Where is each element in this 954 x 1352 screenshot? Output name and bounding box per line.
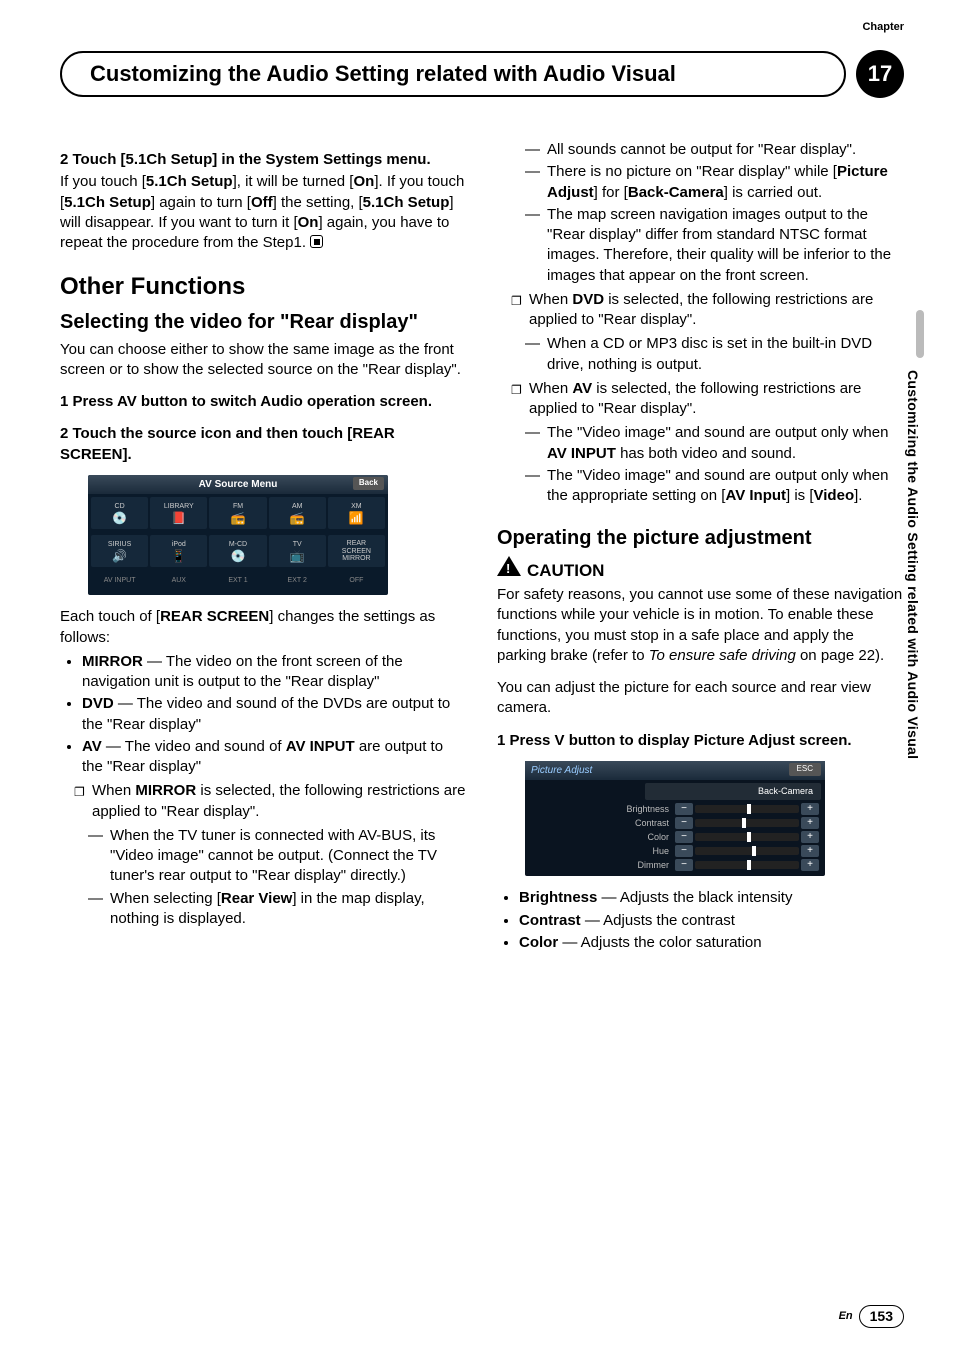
heading-other-functions: Other Functions <box>60 271 467 303</box>
option-av: AV — The video and sound of AV INPUT are… <box>82 737 467 778</box>
picture-adjust-slider-row: Hue−+ <box>525 844 825 858</box>
title-bar: Customizing the Audio Setting related wi… <box>60 50 904 98</box>
av-source-title: AV Source Menu Back <box>88 475 388 495</box>
plus-button: + <box>801 803 819 815</box>
av-source-cell: EXT 2 <box>269 570 326 590</box>
av-source-cell: AV INPUT <box>91 570 148 590</box>
minus-button: − <box>675 803 693 815</box>
box-icon <box>511 290 529 331</box>
picture-adjust-body: You can adjust the picture for each sour… <box>497 678 904 719</box>
picture-adjust-params: Brightness — Adjusts the black intensity… <box>519 888 904 953</box>
stop-icon <box>310 235 323 248</box>
right-column: All sounds cannot be output for "Rear di… <box>497 138 904 957</box>
page-number: En 153 <box>839 1305 904 1328</box>
esc-button: ESC <box>789 763 821 776</box>
caution-row: CAUTION <box>497 556 904 583</box>
right-dash-3: The map screen navigation images output … <box>525 205 904 286</box>
mirror-dash-1: When the TV tuner is connected with AV-B… <box>88 826 467 887</box>
chapter-label: Chapter <box>862 20 904 35</box>
after-screenshot-text: Each touch of [REAR SCREEN] changes the … <box>60 607 467 648</box>
heading-selecting-video: Selecting the video for "Rear display" <box>60 310 467 334</box>
picture-step-1: 1 Press V button to display Picture Adju… <box>497 731 904 751</box>
av-source-cell: REAR SCREEN MIRROR <box>328 535 385 567</box>
dvd-dash-1: When a CD or MP3 disc is set in the buil… <box>525 334 904 375</box>
plus-button: + <box>801 859 819 871</box>
av-source-cell: AM📻 <box>269 497 326 529</box>
right-dash-1: All sounds cannot be output for "Rear di… <box>525 140 904 160</box>
box-icon <box>74 781 92 822</box>
caution-label: CAUTION <box>527 560 604 583</box>
plus-button: + <box>801 831 819 843</box>
av-source-cell: CD💿 <box>91 497 148 529</box>
back-button: Back <box>353 477 384 490</box>
av-source-menu-screenshot: AV Source Menu Back CD💿LIBRARY📕FM📻AM📻XM📶… <box>88 475 388 596</box>
heading-picture-adjustment: Operating the picture adjustment <box>497 526 904 550</box>
param-contrast: Contrast — Adjusts the contrast <box>519 911 904 931</box>
av-source-cell: AUX <box>150 570 207 590</box>
picture-adjust-screenshot: Picture Adjust ESC Back-Camera Brightnes… <box>525 761 825 876</box>
av-source-cell: M-CD💿 <box>209 535 266 567</box>
minus-button: − <box>675 845 693 857</box>
picture-adjust-slider-row: Dimmer−+ <box>525 858 825 872</box>
chapter-number-badge: 17 <box>856 50 904 98</box>
mirror-dash-2: When selecting [Rear View] in the map di… <box>88 889 467 930</box>
av-dash-1: The "Video image" and sound are output o… <box>525 423 904 464</box>
option-mirror: MIRROR — The video on the front screen o… <box>82 652 467 693</box>
warning-icon <box>497 556 521 576</box>
dvd-restrictions: When DVD is selected, the following rest… <box>511 290 904 331</box>
step-2-body: If you touch [5.1Ch Setup], it will be t… <box>60 172 467 253</box>
plus-button: + <box>801 817 819 829</box>
param-brightness: Brightness — Adjusts the black intensity <box>519 888 904 908</box>
step-2-heading: 2 Touch [5.1Ch Setup] in the System Sett… <box>60 150 467 170</box>
av-source-cell: XM📶 <box>328 497 385 529</box>
av-source-cell: OFF <box>328 570 385 590</box>
select-step-1: 1 Press AV button to switch Audio operat… <box>60 392 467 412</box>
side-tab-marker <box>916 310 924 358</box>
minus-button: − <box>675 817 693 829</box>
back-camera-label: Back-Camera <box>645 783 821 799</box>
right-dash-2: There is no picture on "Rear display" wh… <box>525 162 904 203</box>
option-dvd: DVD — The video and sound of the DVDs ar… <box>82 694 467 735</box>
mirror-restrictions: When MIRROR is selected, the following r… <box>74 781 467 822</box>
av-source-cell: SIRIUS🔊 <box>91 535 148 567</box>
av-restrictions: When AV is selected, the following restr… <box>511 379 904 420</box>
picture-adjust-slider-row: Color−+ <box>525 830 825 844</box>
plus-button: + <box>801 845 819 857</box>
av-source-cell: FM📻 <box>209 497 266 529</box>
rear-screen-options: MIRROR — The video on the front screen o… <box>82 652 467 778</box>
minus-button: − <box>675 859 693 871</box>
side-tab: Customizing the Audio Setting related wi… <box>900 310 924 870</box>
av-source-cell: LIBRARY📕 <box>150 497 207 529</box>
picture-adjust-slider-row: Brightness−+ <box>525 802 825 816</box>
av-source-cell: iPod📱 <box>150 535 207 567</box>
page-title: Customizing the Audio Setting related wi… <box>60 51 846 97</box>
left-column: 2 Touch [5.1Ch Setup] in the System Sett… <box>60 138 467 957</box>
select-body: You can choose either to show the same i… <box>60 340 467 381</box>
select-step-2: 2 Touch the source icon and then touch [… <box>60 424 467 465</box>
av-dash-2: The "Video image" and sound are output o… <box>525 466 904 507</box>
param-color: Color — Adjusts the color saturation <box>519 933 904 953</box>
picture-adjust-title: Picture Adjust ESC <box>525 761 825 781</box>
picture-adjust-slider-row: Contrast−+ <box>525 816 825 830</box>
side-tab-text: Customizing the Audio Setting related wi… <box>903 370 922 759</box>
caution-body: For safety reasons, you cannot use some … <box>497 585 904 666</box>
minus-button: − <box>675 831 693 843</box>
av-source-cell: TV📺 <box>269 535 326 567</box>
box-icon <box>511 379 529 420</box>
av-source-cell: EXT 1 <box>209 570 266 590</box>
